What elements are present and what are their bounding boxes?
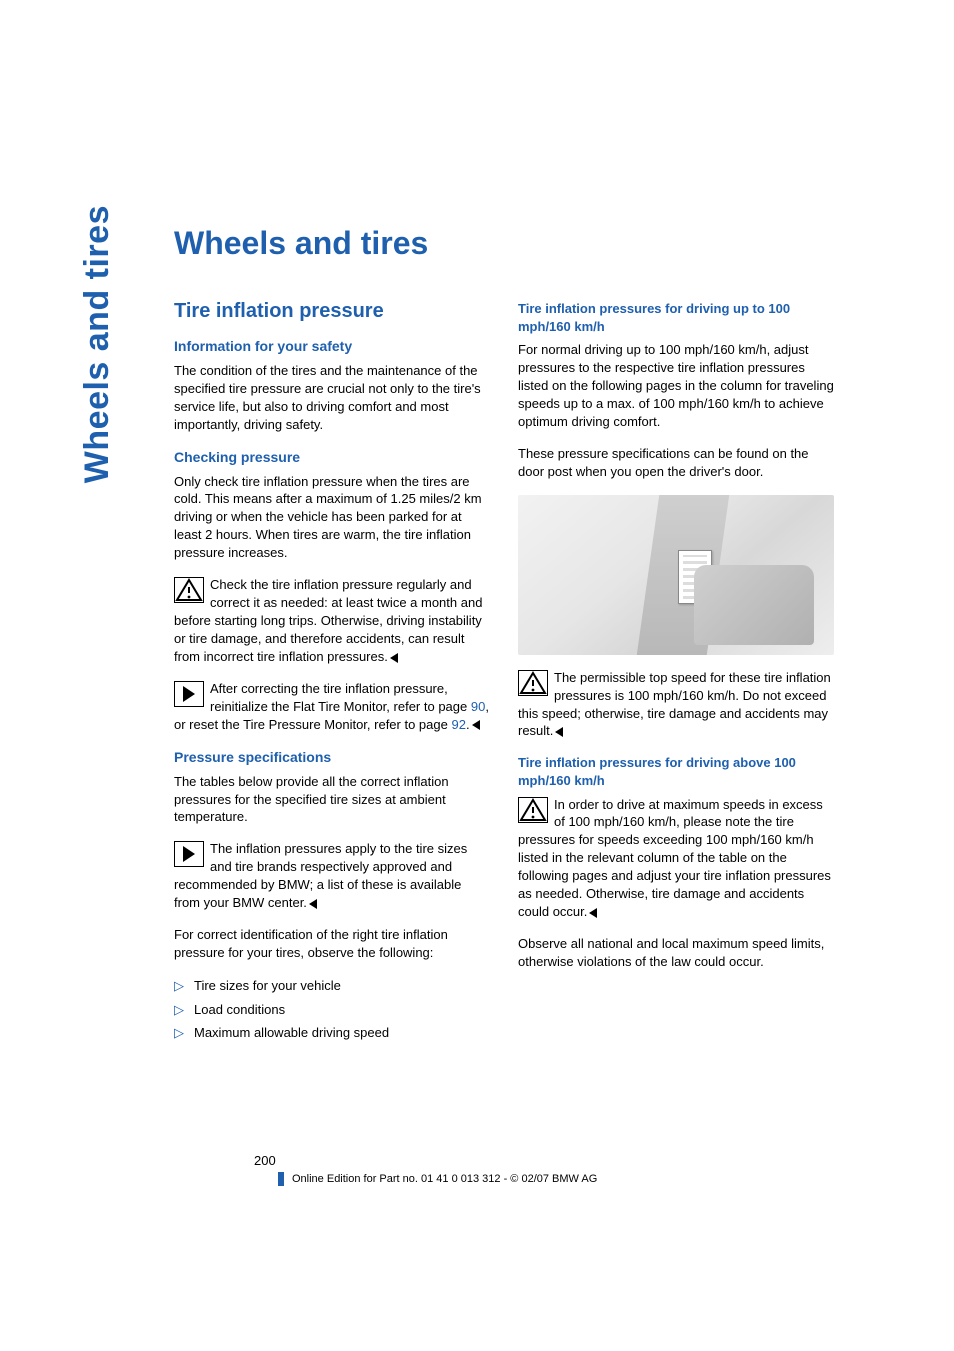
body-text: The tables below provide all the correct… bbox=[174, 773, 490, 827]
warning-text: In order to drive at maximum speeds in e… bbox=[518, 797, 831, 920]
page-reference[interactable]: 92 bbox=[451, 717, 465, 732]
body-text: The condition of the tires and the maint… bbox=[174, 362, 490, 434]
list-item: ▷ Tire sizes for your vehicle bbox=[174, 976, 490, 996]
door-post-illustration bbox=[518, 495, 834, 655]
note-icon bbox=[174, 681, 204, 707]
two-column-layout: Tire inflation pressure Information for … bbox=[174, 300, 834, 1053]
page-number: 200 bbox=[174, 1153, 834, 1168]
section-heading: Tire inflation pressure bbox=[174, 300, 490, 323]
triangle-bullet-icon: ▷ bbox=[174, 976, 184, 996]
body-text: Observe all national and local maximum s… bbox=[518, 935, 834, 971]
seat-shape bbox=[694, 565, 814, 645]
subsection-heading: Pressure specifications bbox=[174, 748, 490, 767]
list-item-text: Load conditions bbox=[194, 1000, 285, 1020]
page-footer: 200 Online Edition for Part no. 01 41 0 … bbox=[174, 1153, 834, 1186]
bullet-list: ▷ Tire sizes for your vehicle ▷ Load condi… bbox=[174, 976, 490, 1043]
warning-icon bbox=[174, 577, 204, 603]
subsection-heading: Tire inflation pressures for driving abo… bbox=[518, 754, 834, 789]
page-reference[interactable]: 90 bbox=[471, 699, 485, 714]
page-title: Wheels and tires bbox=[174, 225, 834, 262]
list-item-text: Maximum allowable driving speed bbox=[194, 1023, 389, 1043]
end-mark-icon bbox=[589, 908, 597, 918]
warning-text: Check the tire inflation pressure regula… bbox=[174, 577, 482, 664]
subsection-heading: Tire inflation pressures for driving up … bbox=[518, 300, 834, 335]
list-item: ▷ Maximum allowable driving speed bbox=[174, 1023, 490, 1043]
triangle-bullet-icon: ▷ bbox=[174, 1000, 184, 1020]
note-text-part: After correcting the tire inflation pres… bbox=[210, 681, 471, 714]
footer-line: Online Edition for Part no. 01 41 0 013 … bbox=[278, 1172, 834, 1186]
warning-icon bbox=[518, 797, 548, 823]
end-mark-icon bbox=[472, 720, 480, 730]
note-paragraph: The inflation pressures apply to the tir… bbox=[174, 840, 490, 912]
page-content: Wheels and tires Tire inflation pressure… bbox=[174, 225, 834, 1053]
left-column: Tire inflation pressure Information for … bbox=[174, 300, 490, 1053]
subsection-heading: Information for your safety bbox=[174, 337, 490, 356]
end-mark-icon bbox=[309, 899, 317, 909]
end-mark-icon bbox=[555, 727, 563, 737]
list-item-text: Tire sizes for your vehicle bbox=[194, 976, 341, 996]
list-item: ▷ Load conditions bbox=[174, 1000, 490, 1020]
subsection-heading: Checking pressure bbox=[174, 448, 490, 467]
note-text-part: . bbox=[466, 717, 470, 732]
triangle-bullet-icon: ▷ bbox=[174, 1023, 184, 1043]
note-icon bbox=[174, 841, 204, 867]
body-text: For normal driving up to 100 mph/160 km/… bbox=[518, 341, 834, 431]
warning-icon bbox=[518, 670, 548, 696]
body-text: These pressure specifications can be fou… bbox=[518, 445, 834, 481]
note-text: The inflation pressures apply to the tir… bbox=[174, 841, 467, 910]
warning-paragraph: The permissible top speed for these tire… bbox=[518, 669, 834, 741]
body-text: Only check tire inflation pressure when … bbox=[174, 473, 490, 563]
right-column: Tire inflation pressures for driving up … bbox=[518, 300, 834, 1053]
end-mark-icon bbox=[390, 653, 398, 663]
note-paragraph: After correcting the tire inflation pres… bbox=[174, 680, 490, 734]
body-text: For correct identification of the right … bbox=[174, 926, 490, 962]
warning-paragraph: Check the tire inflation pressure regula… bbox=[174, 576, 490, 666]
warning-text: The permissible top speed for these tire… bbox=[518, 670, 831, 739]
warning-paragraph: In order to drive at maximum speeds in e… bbox=[518, 796, 834, 922]
side-tab-label: Wheels and tires bbox=[78, 205, 117, 483]
